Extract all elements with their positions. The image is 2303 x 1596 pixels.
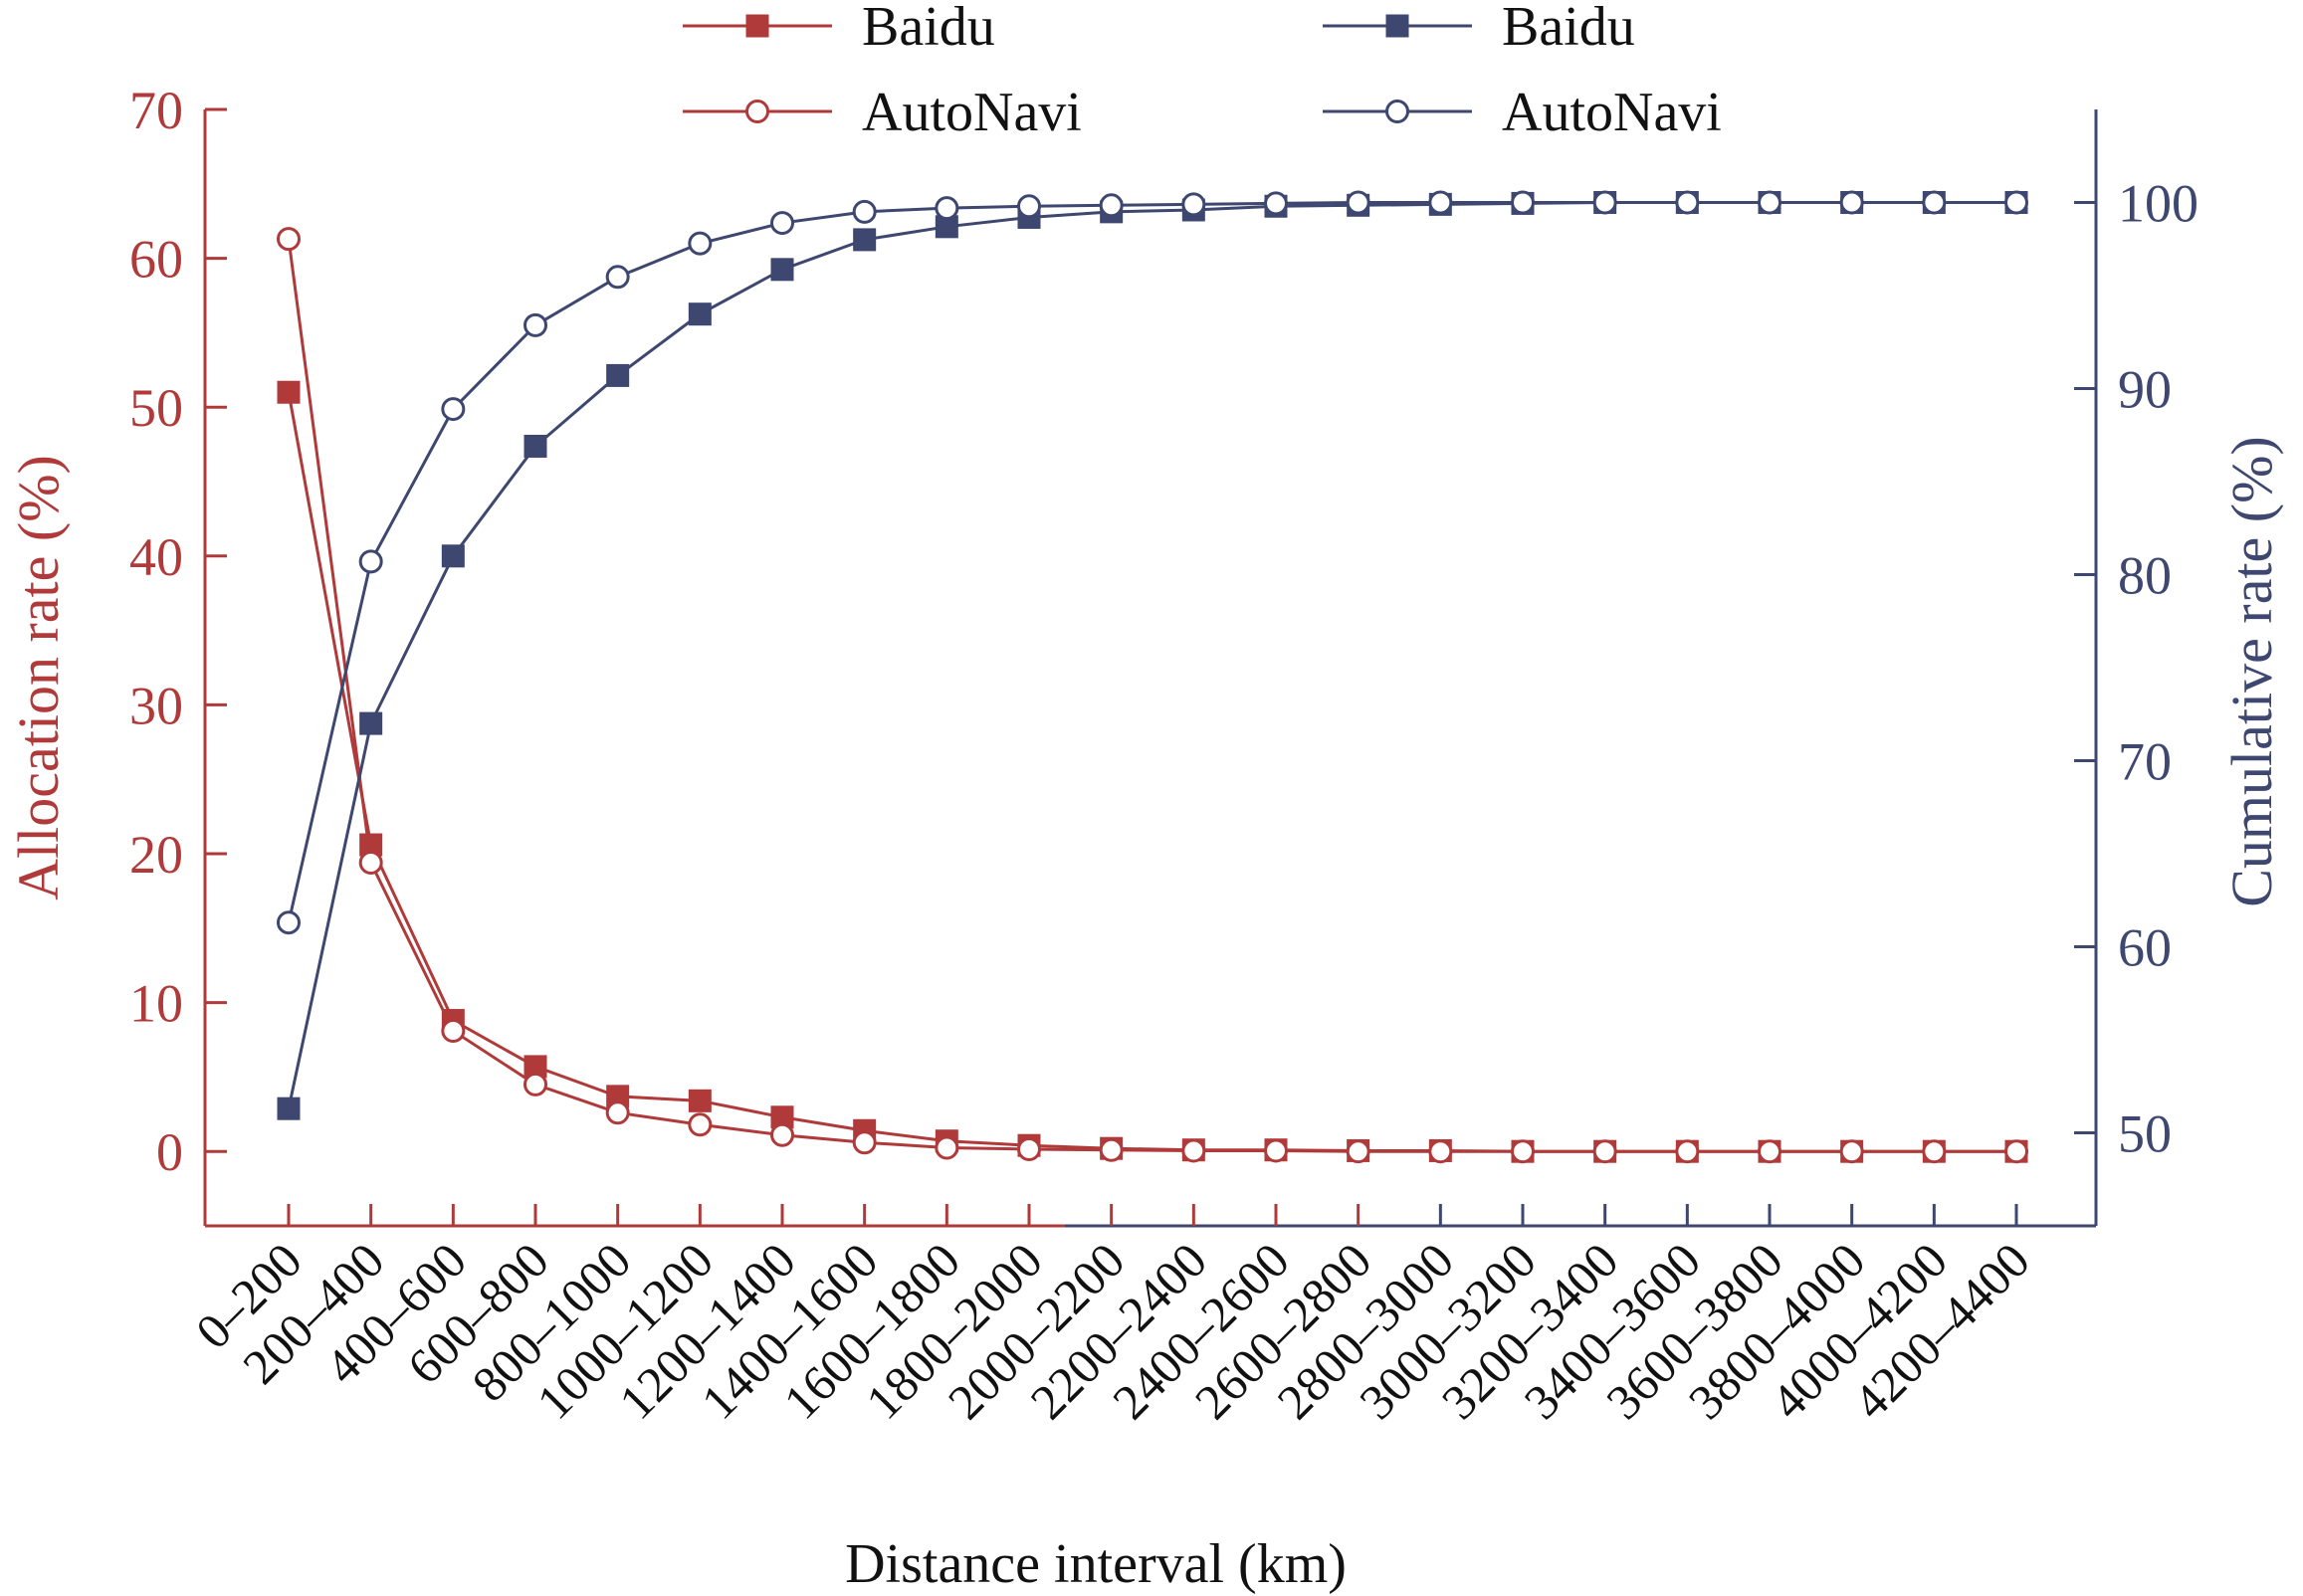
data-point [1181, 192, 1206, 217]
legend-item: Baidu [1323, 0, 1635, 58]
data-point [2004, 190, 2028, 215]
data-point [358, 549, 383, 574]
y-axis-title-left: Allocation rate (%) [6, 455, 71, 900]
data-point [1099, 193, 1124, 218]
data-point [852, 199, 877, 224]
legend-marker [745, 100, 769, 123]
data-point [852, 1130, 877, 1155]
data-point [688, 302, 712, 326]
y-tick-label-right: 60 [2118, 918, 2172, 978]
data-point [770, 1122, 794, 1147]
data-point [1346, 1139, 1370, 1164]
data-point [1264, 1138, 1288, 1163]
series-line [287, 201, 2016, 923]
series-line [287, 201, 2016, 1109]
data-point [523, 1072, 547, 1097]
data-point [1099, 1137, 1124, 1162]
y-tick-label-left: 30 [129, 676, 183, 735]
legend: Baidu AutoNavi Baidu AutoNavi [683, 0, 1722, 143]
legend-label: AutoNavi [1502, 82, 1722, 143]
data-point [277, 227, 301, 252]
y-tick-label-left: 20 [129, 825, 183, 885]
data-point [358, 850, 383, 875]
y-tick-label-left: 10 [129, 974, 183, 1034]
series-layer [277, 190, 2028, 1164]
y-tick-label-left: 40 [129, 527, 183, 587]
legend-item: AutoNavi [1323, 82, 1722, 143]
legend-item: Baidu [683, 0, 995, 58]
data-point [1511, 1139, 1535, 1164]
data-point [523, 434, 547, 458]
data-point [1428, 190, 1453, 215]
y-tick-label-left: 0 [156, 1122, 183, 1182]
data-point [853, 228, 877, 252]
data-point [770, 211, 794, 236]
data-point [606, 363, 630, 387]
data-point [688, 231, 713, 256]
legend-marker [1385, 14, 1409, 38]
data-point [605, 265, 630, 290]
data-point [688, 1089, 712, 1112]
data-point [1592, 1139, 1617, 1164]
data-point [359, 711, 383, 735]
data-point [1675, 1139, 1700, 1164]
series-line [287, 391, 2016, 1153]
legend-marker [1385, 100, 1409, 123]
series-line [287, 238, 2016, 1153]
data-point [277, 910, 301, 935]
data-point [1922, 190, 1947, 215]
y-tick-label-right: 50 [2118, 1104, 2172, 1164]
data-point [1758, 1139, 1781, 1164]
data-point [935, 196, 959, 221]
data-point [1592, 190, 1617, 215]
y-tick-label-left: 70 [129, 81, 183, 140]
data-point [441, 544, 465, 568]
axes: 01020304050607050607080901000–200200–400… [129, 81, 2198, 1430]
data-point [277, 380, 301, 404]
data-point [441, 1019, 466, 1044]
data-point [605, 1100, 630, 1125]
series-right-autonavi [277, 190, 2028, 935]
y-tick-label-left: 50 [129, 378, 183, 438]
data-point [1181, 1138, 1206, 1163]
data-point [1346, 190, 1370, 215]
y-tick-label-right: 80 [2118, 546, 2172, 606]
data-point [1675, 190, 1700, 215]
data-point [1758, 190, 1781, 215]
x-axis-title: Distance interval (km) [845, 1533, 1347, 1595]
legend-label: AutoNavi [862, 82, 1082, 143]
data-point [2004, 1139, 2028, 1164]
data-point [770, 258, 794, 282]
legend-label: Baidu [1502, 0, 1635, 58]
data-point [441, 397, 466, 422]
data-point [1839, 1139, 1864, 1164]
data-point [1017, 1136, 1041, 1161]
data-point [1839, 190, 1864, 215]
data-point [523, 312, 547, 337]
data-point [935, 1135, 959, 1160]
series-left-autonavi [277, 227, 2028, 1164]
y-tick-label-right: 100 [2118, 174, 2198, 234]
y-tick-label-right: 90 [2118, 360, 2172, 420]
series-left-baidu [277, 380, 2028, 1163]
legend-item: AutoNavi [683, 82, 1082, 143]
y-tick-label-right: 70 [2118, 732, 2172, 792]
data-point [1264, 191, 1288, 216]
y-tick-label-left: 60 [129, 230, 183, 290]
data-point [1511, 190, 1535, 215]
data-point [1428, 1139, 1453, 1164]
data-point [688, 1112, 713, 1137]
data-point [1017, 194, 1041, 219]
legend-label: Baidu [862, 0, 995, 58]
y-axis-title-right: Cumulative rate (%) [2219, 436, 2284, 907]
data-point [1922, 1139, 1947, 1164]
legend-marker [745, 14, 769, 38]
data-point [277, 1097, 301, 1120]
